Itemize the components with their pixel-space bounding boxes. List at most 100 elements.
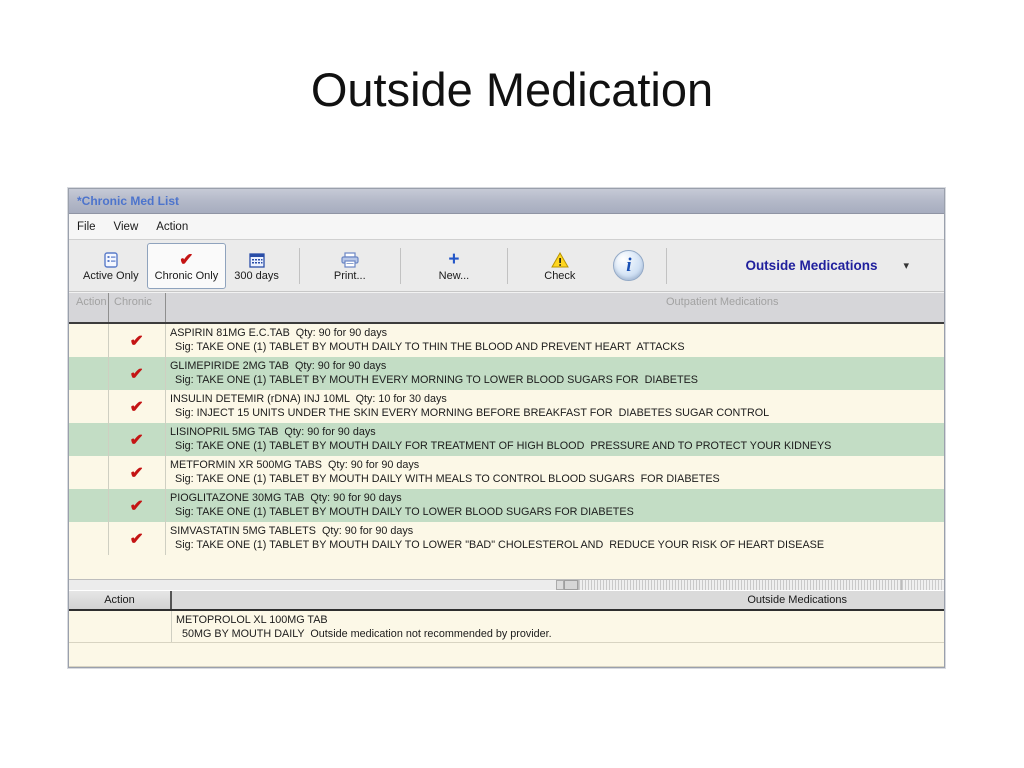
med-line1: PIOGLITAZONE 30MG TAB Qty: 90 for 90 day… [170,492,402,504]
check-label: Check [544,269,576,282]
med-row-lisinopril[interactable]: ✔ LISINOPRIL 5MG TAB Qty: 90 for 90 days… [69,423,944,456]
action-cell [69,489,109,522]
med-line1: LISINOPRIL 5MG TAB Qty: 90 for 90 days [170,426,376,438]
check-icon: ✔ [129,398,145,416]
chronic-cell: ✔ [109,324,166,357]
medication-cell: METFORMIN XR 500MG TABS Qty: 90 for 90 d… [166,456,944,489]
check-button[interactable]: Check [536,243,583,289]
grid-empty-area [69,642,944,667]
med-line1: METFORMIN XR 500MG TABS Qty: 90 for 90 d… [170,459,420,471]
column-header-action[interactable]: Action [69,590,172,609]
medication-cell: INSULIN DETEMIR (rDNA) INJ 10ML Qty: 10 … [166,390,944,423]
red-check-icon: ✔ [179,249,194,269]
info-button[interactable]: i [613,250,645,281]
outpatient-grid-header: Action Chronic Outpatient Medications [69,292,944,324]
scrollbar-end-section [902,579,944,590]
med-line1: GLIMEPIRIDE 2MG TAB Qty: 90 for 90 days [170,360,387,372]
list-icon [102,250,120,270]
chronic-only-button[interactable]: ✔ Chronic Only [146,242,227,289]
chronic-only-label: Chronic Only [154,269,219,282]
check-icon: ✔ [129,464,145,482]
view-selector[interactable]: Outside Medications ▾ [745,258,909,273]
med-line1: INSULIN DETEMIR (rDNA) INJ 10ML Qty: 10 … [170,393,447,405]
view-selector-label: Outside Medications [745,258,878,273]
med-line2: Sig: INJECT 15 UNITS UNDER THE SKIN EVER… [175,407,770,419]
check-icon: ✔ [129,365,145,383]
active-only-label: Active Only [83,269,139,282]
outside-medications-list: METOPROLOL XL 100MG TAB 50MG BY MOUTH DA… [69,610,944,667]
active-only-button[interactable]: Active Only [75,243,147,289]
med-row-metoprolol[interactable]: METOPROLOL XL 100MG TAB 50MG BY MOUTH DA… [69,610,944,643]
med-row-metformin[interactable]: ✔ METFORMIN XR 500MG TABS Qty: 90 for 90… [69,456,944,489]
med-row-glimepiride[interactable]: ✔ GLIMEPIRIDE 2MG TAB Qty: 90 for 90 day… [69,357,944,390]
med-line2: 50MG BY MOUTH DAILY Outside medication n… [182,627,552,640]
med-row-aspirin[interactable]: ✔ ASPIRIN 81MG E.C.TAB Qty: 90 for 90 da… [69,324,944,357]
action-cell [69,610,172,642]
new-label: New... [438,269,470,282]
action-cell [69,324,109,357]
medication-cell: PIOGLITAZONE 30MG TAB Qty: 90 for 90 day… [166,489,944,522]
check-icon: ✔ [129,332,145,350]
med-line2: Sig: TAKE ONE (1) TABLET BY MOUTH DAILY … [175,539,825,551]
scrollbar-track[interactable] [578,579,902,590]
toolbar-separator [666,247,668,284]
chronic-cell: ✔ [109,390,166,423]
toolbar-separator [399,247,401,284]
med-line1: SIMVASTATIN 5MG TABLETS Qty: 90 for 90 d… [170,525,414,537]
chevron-down-icon: ▾ [903,260,909,272]
window-title: *Chronic Med List [77,194,180,208]
action-cell [69,423,109,456]
menu-view[interactable]: View [113,220,139,233]
scrollbar-thumb[interactable] [564,579,578,590]
toolbar-separator [298,247,300,284]
warning-icon [550,250,569,270]
info-icon: i [626,254,632,276]
days-300-label: 300 days [234,269,279,282]
check-icon: ✔ [129,497,145,515]
menu-file[interactable]: File [77,220,96,233]
horizontal-scrollbar[interactable] [69,578,944,590]
med-line2: Sig: TAKE ONE (1) TABLET BY MOUTH EVERY … [175,374,698,386]
window-titlebar[interactable]: *Chronic Med List [69,189,944,214]
toolbar: Active Only ✔ Chronic Only [69,240,944,292]
action-cell [69,522,109,555]
new-button[interactable]: + New... [431,243,478,289]
scrollbar-spacer [69,579,556,590]
chronic-med-list-window: *Chronic Med List File View Action [68,188,945,668]
med-line2: Sig: TAKE ONE (1) TABLET BY MOUTH DAILY … [175,341,685,353]
med-line2: Sig: TAKE ONE (1) TABLET BY MOUTH DAILY … [175,473,720,485]
page-title: Outside Medication [310,63,714,116]
med-row-insulin-detemir[interactable]: ✔ INSULIN DETEMIR (rDNA) INJ 10ML Qty: 1… [69,390,944,423]
splitter-handle[interactable] [556,579,564,590]
column-header-outpatient-medications[interactable]: Outpatient Medications [666,296,779,308]
med-line1: METOPROLOL XL 100MG TAB [176,613,328,626]
column-header-chronic[interactable]: Chronic [109,293,166,322]
medication-cell: LISINOPRIL 5MG TAB Qty: 90 for 90 days S… [166,423,944,456]
chronic-cell: ✔ [109,357,166,390]
menu-action[interactable]: Action [156,220,189,233]
menu-bar: File View Action [69,214,944,240]
plus-icon: + [448,248,460,270]
medication-cell: SIMVASTATIN 5MG TABLETS Qty: 90 for 90 d… [166,522,944,555]
print-button[interactable]: Print... [326,243,374,289]
column-header-outside-medications[interactable]: Outside Medications [747,593,847,606]
chronic-cell: ✔ [109,489,166,522]
action-cell [69,357,109,390]
printer-icon [340,250,360,270]
days-300-button[interactable]: 300 days [226,243,287,289]
med-row-simvastatin[interactable]: ✔ SIMVASTATIN 5MG TABLETS Qty: 90 for 90… [69,522,944,555]
print-label: Print... [333,269,366,282]
med-row-pioglitazone[interactable]: ✔ PIOGLITAZONE 30MG TAB Qty: 90 for 90 d… [69,489,944,522]
medication-cell: METOPROLOL XL 100MG TAB 50MG BY MOUTH DA… [172,611,944,642]
toolbar-separator [507,247,509,284]
action-cell [69,456,109,489]
chronic-cell: ✔ [109,423,166,456]
action-cell [69,390,109,423]
chronic-cell: ✔ [109,522,166,555]
outpatient-medications-list: ✔ ASPIRIN 81MG E.C.TAB Qty: 90 for 90 da… [69,324,944,579]
check-icon: ✔ [129,530,145,548]
medication-cell: GLIMEPIRIDE 2MG TAB Qty: 90 for 90 days … [166,357,944,390]
chronic-cell: ✔ [109,456,166,489]
column-header-action[interactable]: Action [69,293,109,322]
